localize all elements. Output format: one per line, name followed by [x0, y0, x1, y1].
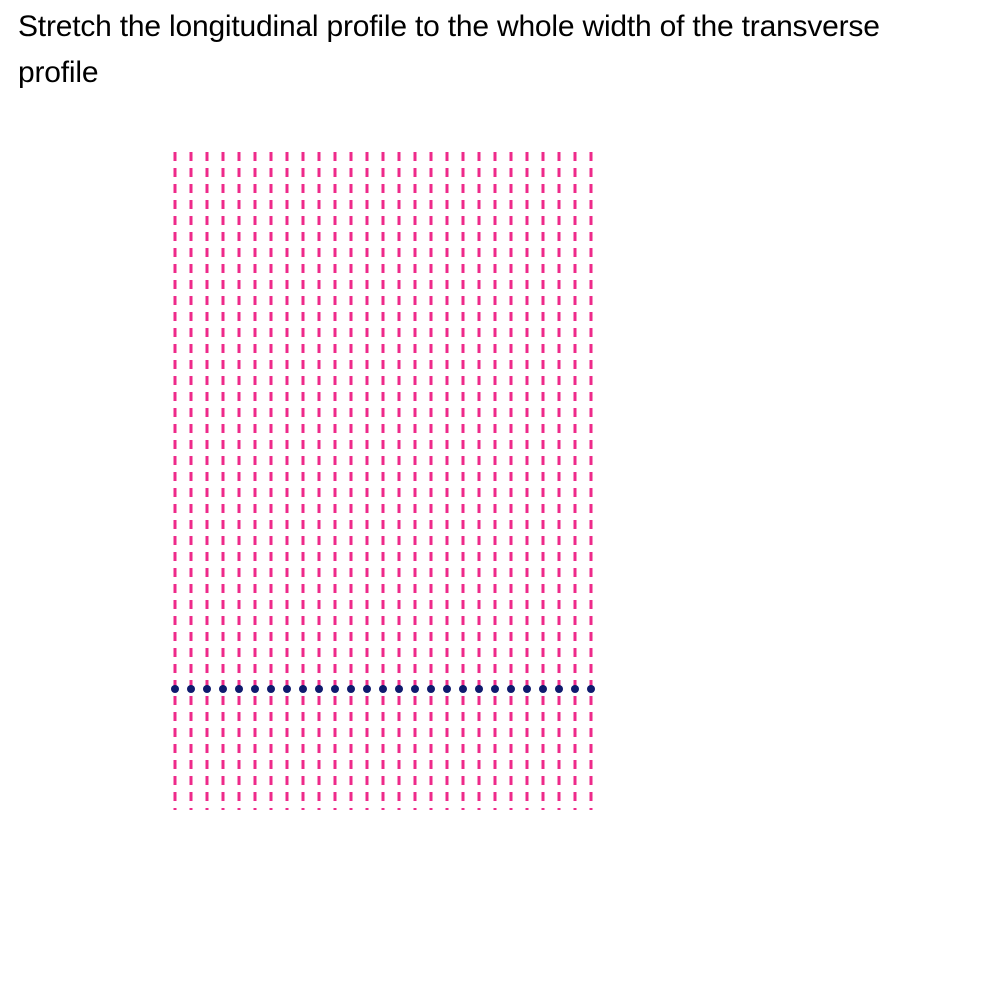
- transverse-profile-point: [459, 685, 467, 693]
- transverse-profile-point: [411, 685, 419, 693]
- longitudinal-profiles: [173, 152, 593, 810]
- transverse-profile-point: [395, 685, 403, 693]
- transverse-profile-point: [363, 685, 371, 693]
- transverse-profile-point: [171, 685, 179, 693]
- transverse-profile-point: [571, 685, 579, 693]
- transverse-profile-point: [475, 685, 483, 693]
- transverse-profile-point: [203, 685, 211, 693]
- transverse-profile-point: [555, 685, 563, 693]
- transverse-profile-point: [331, 685, 339, 693]
- transverse-profile-point: [219, 685, 227, 693]
- transverse-profile-point: [379, 685, 387, 693]
- transverse-profile-point: [283, 685, 291, 693]
- transverse-profile-point: [507, 685, 515, 693]
- transverse-profile-point: [491, 685, 499, 693]
- transverse-profile-point: [251, 685, 259, 693]
- transverse-profile-point: [187, 685, 195, 693]
- transverse-profile-point: [267, 685, 275, 693]
- instruction-text: Stretch the longitudinal profile to the …: [18, 10, 880, 89]
- transverse-profile: [171, 685, 595, 693]
- transverse-profile-point: [523, 685, 531, 693]
- transverse-profile-point: [347, 685, 355, 693]
- transverse-profile-point: [315, 685, 323, 693]
- transverse-profile-point: [443, 685, 451, 693]
- transverse-profile-point: [539, 685, 547, 693]
- transverse-profile-point: [587, 685, 595, 693]
- transverse-profile-point: [299, 685, 307, 693]
- transverse-profile-point: [235, 685, 243, 693]
- transverse-profile-point: [427, 685, 435, 693]
